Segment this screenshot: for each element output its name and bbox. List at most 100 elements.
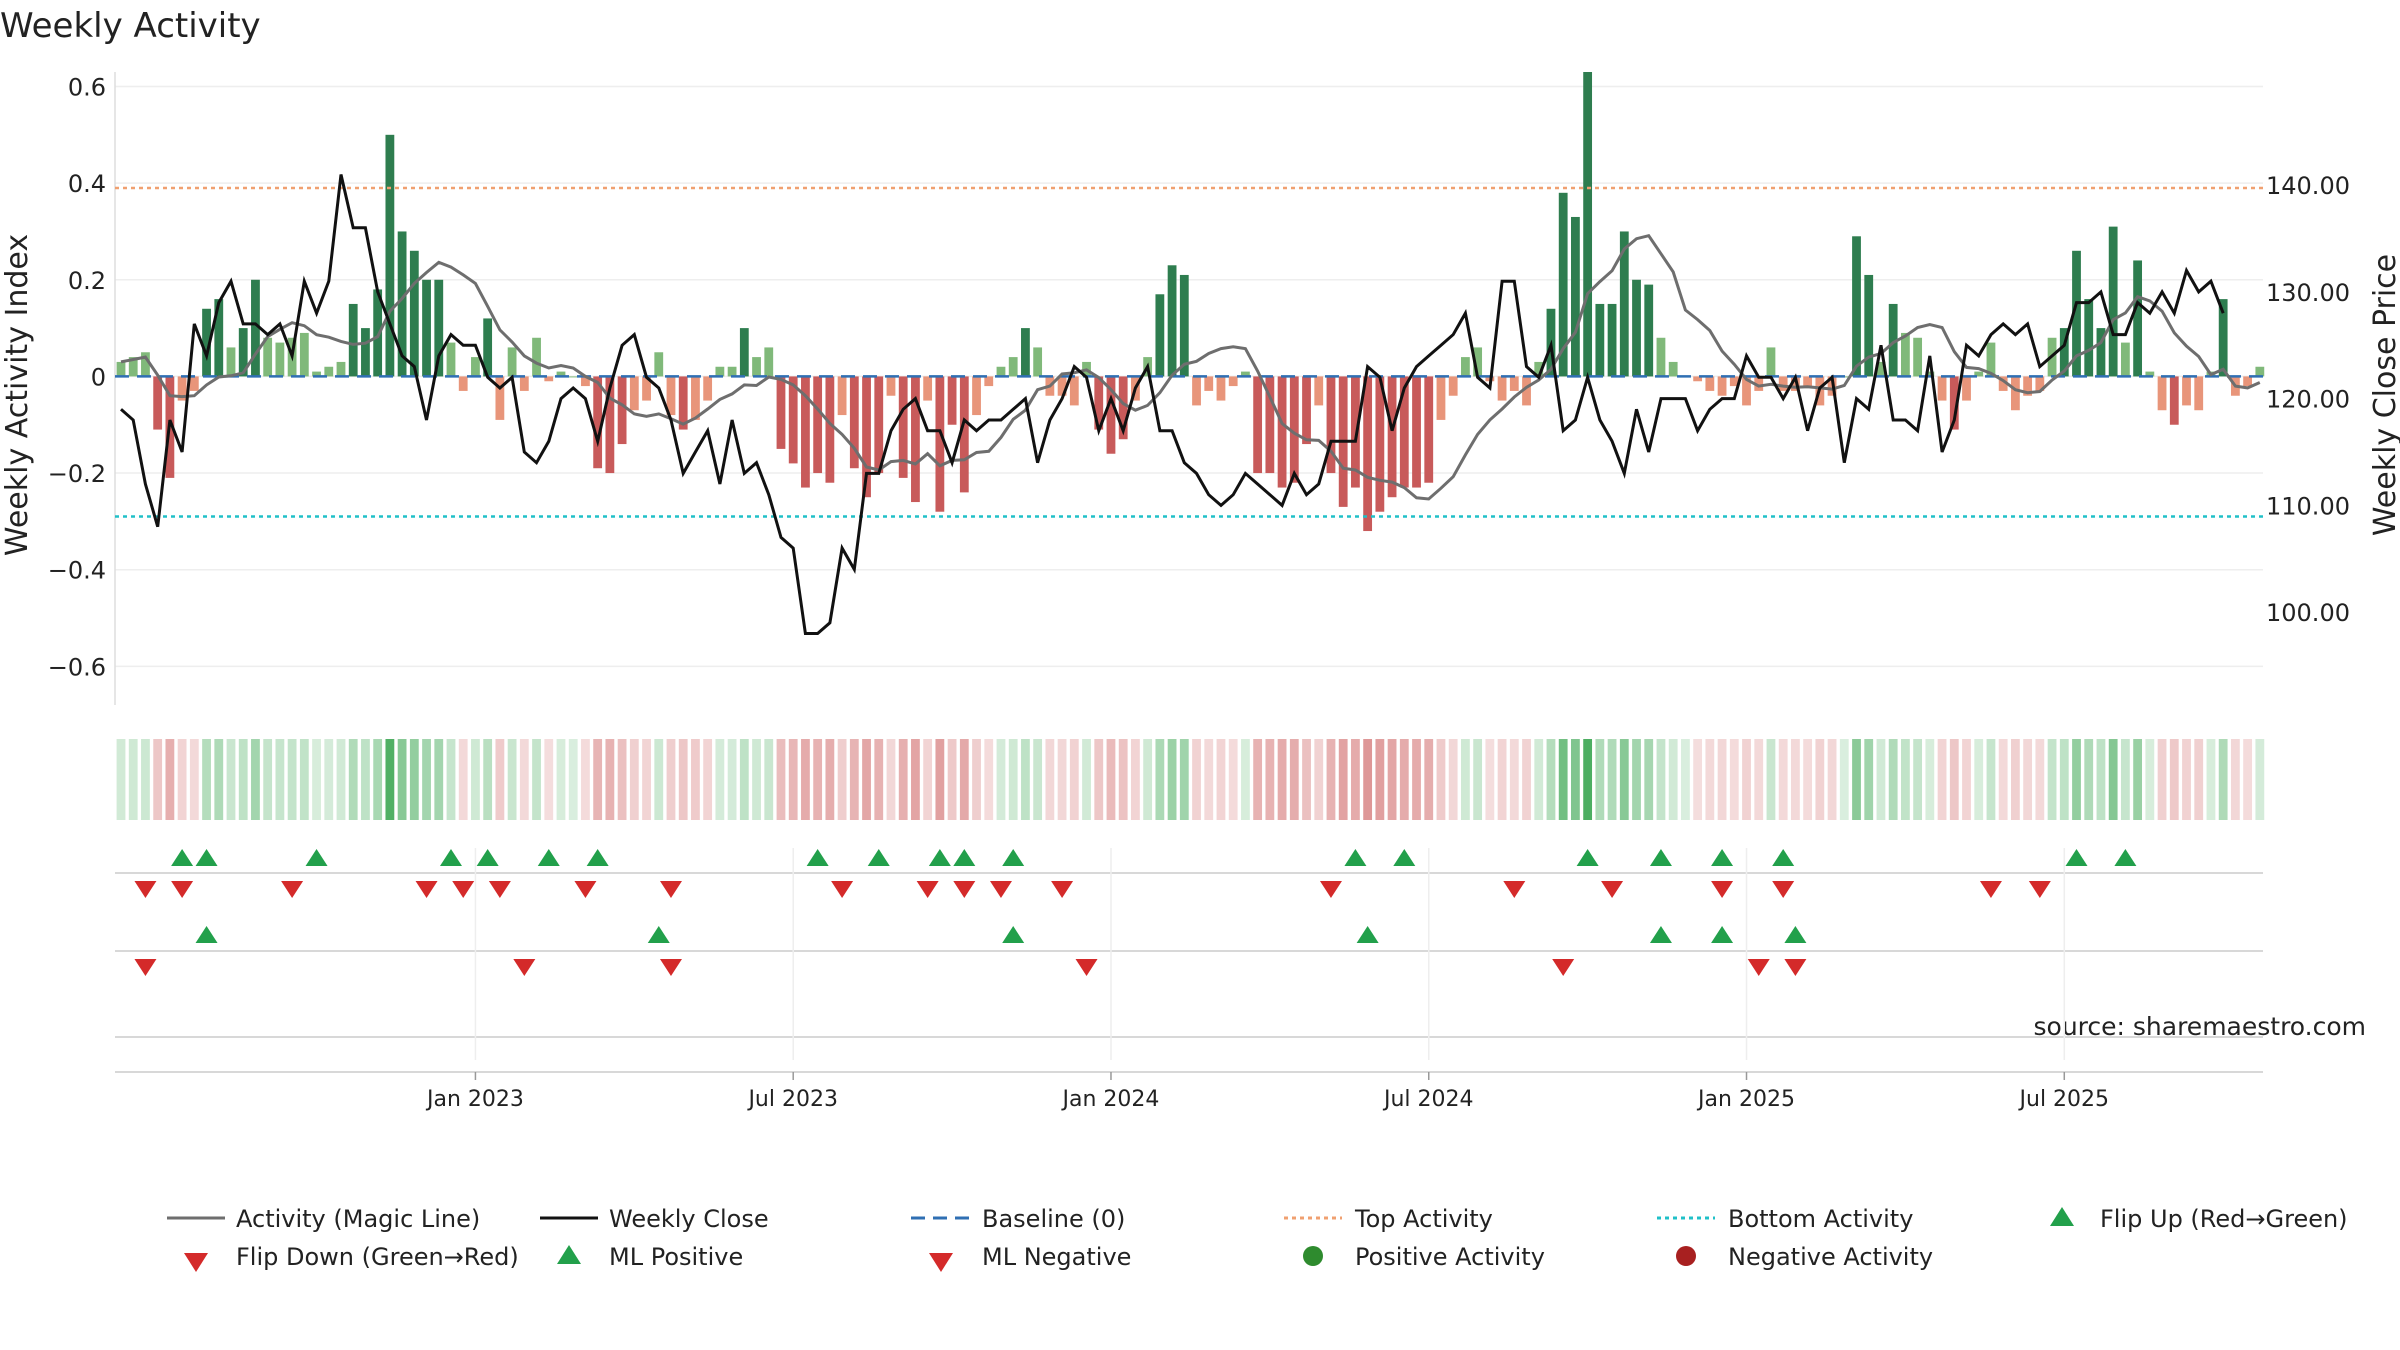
activity-bar — [617, 376, 627, 445]
ml-negative-marker — [1784, 959, 1807, 976]
heat-cell — [1265, 739, 1275, 820]
activity-bar — [1766, 347, 1776, 377]
activity-bar — [1509, 376, 1519, 391]
heat-cell — [776, 739, 786, 820]
heat-cell — [116, 739, 126, 820]
heat-cell — [1045, 739, 1055, 820]
activity-bar — [911, 376, 920, 503]
dot-icon — [1303, 1246, 1323, 1266]
activity-bar — [1668, 361, 1678, 377]
activity-bar — [1228, 376, 1238, 387]
ml-negative-marker — [513, 959, 536, 976]
activity-bar — [1705, 376, 1715, 391]
legend-label-flip-up: Flip Up (Red→Green) — [2100, 1205, 2348, 1233]
y-left-tick-label: 0.2 — [68, 267, 106, 295]
activity-bar — [483, 318, 493, 377]
activity-bar — [1277, 376, 1287, 488]
activity-bar — [1962, 376, 1971, 401]
flip-up-marker — [1344, 849, 1367, 866]
activity-bar — [2157, 376, 2167, 411]
heat-cell — [1949, 739, 1959, 820]
heat-cell — [984, 739, 994, 820]
activity-bar — [678, 376, 688, 430]
flip-up-marker — [1576, 849, 1599, 866]
legend-item-magic-line: Activity (Magic Line) — [167, 1205, 480, 1233]
activity-bar — [361, 328, 370, 377]
y-right-tick-label: 130.00 — [2266, 279, 2350, 307]
y-right-tick-label: 140.00 — [2266, 172, 2350, 200]
heat-cell — [2145, 739, 2155, 820]
activity-bar — [312, 371, 321, 377]
heat-cell — [202, 739, 211, 820]
activity-bar — [2255, 366, 2265, 377]
activity-bar — [1998, 376, 2008, 391]
flip-down-marker — [1601, 881, 1624, 898]
activity-bar — [2072, 250, 2081, 377]
heat-cell — [923, 739, 933, 820]
activity-bar — [1974, 371, 1984, 377]
activity-bar — [764, 347, 774, 377]
heat-cell — [1607, 739, 1617, 820]
activity-bar — [202, 308, 211, 377]
heat-cell — [2096, 739, 2106, 820]
heat-cell — [1399, 739, 1409, 820]
activity-bar — [238, 328, 248, 377]
heat-cell — [2194, 739, 2204, 820]
legend-label-ml-positive: ML Positive — [609, 1243, 743, 1271]
activity-bar — [1094, 376, 1104, 430]
activity-bar — [275, 342, 285, 377]
legend-item-flip-down: Flip Down (Green→Red) — [184, 1243, 519, 1272]
legend-label-top-activity: Top Activity — [1354, 1205, 1493, 1233]
activity-bar — [568, 376, 578, 378]
ml-negative-marker — [1075, 959, 1098, 976]
activity-bar — [2145, 371, 2155, 377]
activity-bar — [874, 376, 884, 474]
activity-bar — [409, 250, 419, 377]
flip-down-marker — [574, 881, 597, 898]
heat-cell — [1962, 739, 1971, 820]
heat-cell — [434, 739, 444, 820]
heat-cell — [1314, 739, 1324, 820]
activity-bar — [1986, 342, 1996, 377]
activity-bar — [1754, 376, 1764, 391]
heat-cell — [275, 739, 285, 820]
activity-bar — [972, 376, 981, 416]
heat-cell — [165, 739, 175, 820]
flip-up-marker — [476, 849, 499, 866]
flip-down-marker — [953, 881, 976, 898]
heat-cell — [703, 739, 713, 820]
activity-bar — [1167, 265, 1177, 377]
heat-cell — [1485, 739, 1495, 820]
heat-cell — [654, 739, 664, 820]
flip-up-marker — [928, 849, 951, 866]
heat-cell — [1155, 739, 1165, 820]
heat-cell — [1815, 739, 1825, 820]
heat-cell — [935, 739, 945, 820]
legend-label-positive-activity: Positive Activity — [1355, 1243, 1545, 1271]
activity-bar — [251, 279, 260, 377]
ml-positive-marker — [1784, 926, 1807, 943]
activity-bar — [2084, 299, 2094, 377]
activity-bar — [898, 376, 908, 478]
heat-cell — [495, 739, 505, 820]
activity-bar — [1632, 279, 1641, 377]
activity-bar — [1387, 376, 1397, 498]
flip-up-marker — [1393, 849, 1416, 866]
activity-bar — [495, 376, 505, 420]
activity-bar — [1742, 376, 1751, 406]
activity-bar — [984, 376, 994, 387]
heat-cell — [1216, 739, 1226, 820]
legend-label-ml-negative: ML Negative — [982, 1243, 1131, 1271]
activity-bar — [116, 361, 126, 377]
activity-bar — [1179, 274, 1189, 377]
activity-bar — [1607, 303, 1617, 377]
heat-cell — [1412, 739, 1421, 820]
activity-bar — [788, 376, 798, 464]
heat-cell — [287, 739, 297, 820]
legend-label-flip-down: Flip Down (Green→Red) — [236, 1243, 519, 1271]
activity-bar — [263, 337, 273, 377]
flip-down-marker — [1772, 881, 1795, 898]
activity-bar — [825, 376, 835, 483]
heat-cell — [1424, 739, 1434, 820]
